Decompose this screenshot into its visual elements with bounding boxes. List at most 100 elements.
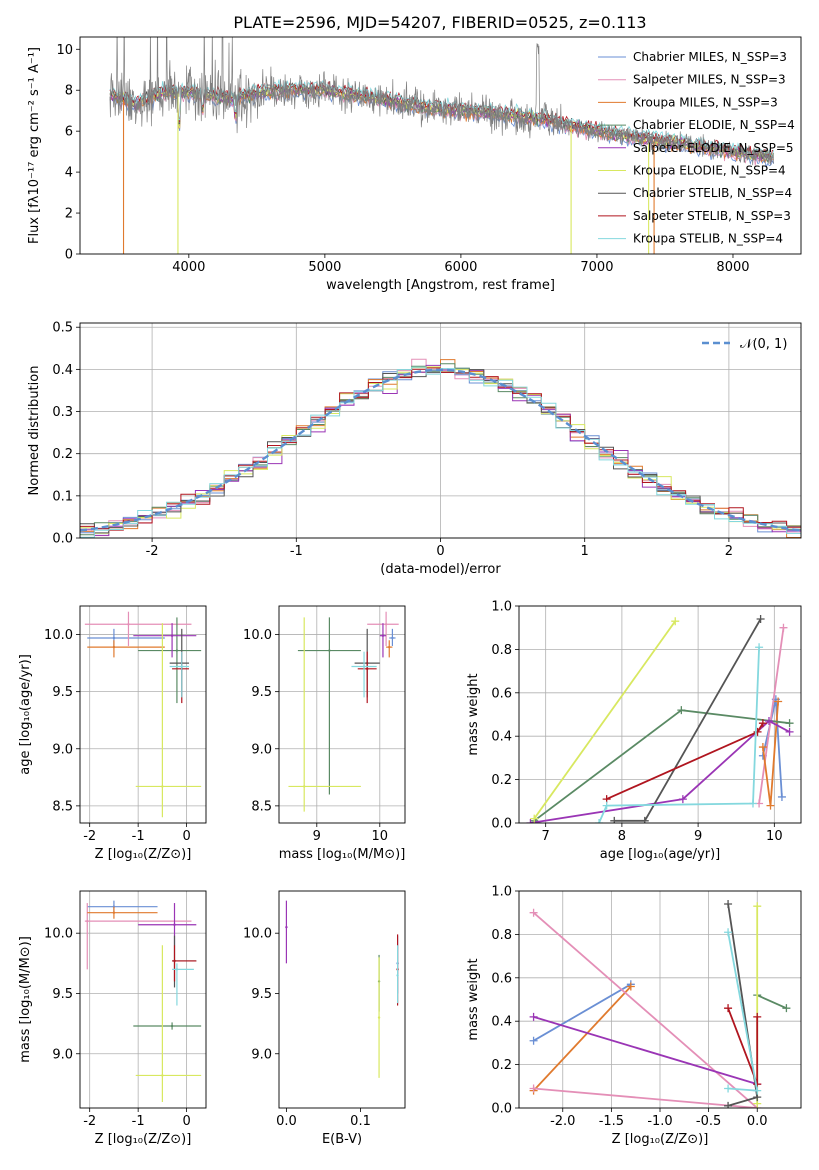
axes-frame xyxy=(79,322,802,539)
y-axis-label: mass [log₁₀(M/M⊙)] xyxy=(18,936,33,1063)
legend-entry: Salpeter STELIB, N_SSP=3 xyxy=(633,209,791,223)
weight-line xyxy=(758,627,785,804)
axes-frame xyxy=(79,36,802,255)
weight-line xyxy=(756,994,787,1010)
plus-marker xyxy=(626,982,635,991)
axes-frame xyxy=(518,605,802,824)
error-bar xyxy=(357,651,377,704)
weight-line xyxy=(533,1016,758,1085)
plus-marker xyxy=(526,819,535,823)
plot-area xyxy=(285,900,399,1078)
y-tick-label: 2 xyxy=(65,207,73,222)
plus-marker xyxy=(785,719,794,728)
error-bar xyxy=(169,651,190,698)
x-tick-label: -2 xyxy=(83,1114,96,1129)
ticks: 9 10 8.5 9.0 9.5 10.0 xyxy=(243,628,388,844)
y-axis-label: mass weight xyxy=(466,673,481,755)
x-tick-label: 0 xyxy=(182,1114,190,1129)
plus-marker xyxy=(748,799,757,808)
plot-area xyxy=(84,611,202,818)
x-tick-label: -2.0 xyxy=(550,1114,575,1129)
weight-line xyxy=(598,647,760,823)
weight-line xyxy=(530,719,791,823)
x-axis-label: wavelength [Angstrom, rest frame] xyxy=(326,278,555,293)
plus-marker xyxy=(753,727,762,736)
panel-residuals: -2 -1 0 1 2 0.0 0.1 0.2 0.3 0.4 0.5 (data-model)/er… xyxy=(27,321,802,577)
ticks: -2 -1 0 8.5 9.0 9.5 10.0 xyxy=(44,628,191,844)
y-tick-label: 9.5 xyxy=(52,685,73,700)
y-axis-label: mass weight xyxy=(466,958,481,1040)
x-tick-label: 7000 xyxy=(580,260,613,275)
plus-marker xyxy=(753,1012,762,1021)
data-point xyxy=(388,645,391,649)
error-bar xyxy=(351,651,377,698)
x-tick-label: 0 xyxy=(182,829,190,844)
panel-spectrum: 4000 5000 6000 7000 8000 0 2 4 6 8 10 wavelength [A… xyxy=(27,36,802,293)
weight-series xyxy=(602,719,767,804)
plus-marker xyxy=(777,792,786,801)
legend-entry: Chabrier STELIB, N_SSP=4 xyxy=(633,186,792,200)
y-tick-label: 0.8 xyxy=(491,928,512,943)
error-bar xyxy=(377,957,381,1078)
y-tick-label: 0.2 xyxy=(491,1058,512,1073)
figure-title: PLATE=2596, MJD=54207, FIBERID=0525, z=0… xyxy=(233,13,646,32)
panel-mass_vs_ebv: 0.0 0.1 9.0 9.5 10.0 E(B-V) xyxy=(243,890,406,1147)
weight-line xyxy=(727,932,759,1092)
x-tick-label: 8 xyxy=(618,829,626,844)
x-axis-label: E(B-V) xyxy=(322,1132,362,1147)
x-tick-label: 0.1 xyxy=(350,1114,371,1129)
weight-series xyxy=(610,615,765,823)
x-tick-label: -1.0 xyxy=(647,1114,672,1129)
weight-series xyxy=(724,1004,762,1089)
legend-entry: Kroupa STELIB, N_SSP=4 xyxy=(633,232,783,246)
y-tick-label: 0.1 xyxy=(52,489,73,504)
axes-frame xyxy=(518,890,802,1109)
plus-marker xyxy=(779,623,788,632)
data-point xyxy=(170,1024,174,1028)
weight-line xyxy=(727,1007,759,1085)
ticks: 4000 5000 6000 7000 8000 0 2 4 6 8 10 xyxy=(56,43,749,275)
weight-line xyxy=(533,912,759,1108)
observed-spectrum xyxy=(109,37,775,166)
plot-area xyxy=(109,37,775,254)
error-bar xyxy=(84,903,192,970)
plus-marker xyxy=(724,1084,733,1093)
y-tick-label: 10.0 xyxy=(44,628,73,643)
error-bar xyxy=(87,640,165,658)
data-point xyxy=(86,919,89,923)
error-bar xyxy=(87,900,158,913)
data-point xyxy=(112,911,116,914)
plus-marker xyxy=(610,816,619,823)
error-bar xyxy=(138,903,197,946)
error-bar xyxy=(87,906,158,919)
error-bar xyxy=(172,945,197,982)
y-tick-label: 10.0 xyxy=(243,628,272,643)
y-tick-label: 9.5 xyxy=(251,987,272,1002)
plus-marker xyxy=(724,900,733,909)
x-tick-label: -2 xyxy=(83,829,96,844)
legend: 𝒩(0, 1) xyxy=(702,337,787,352)
x-tick-label: 2 xyxy=(725,544,733,559)
legend-entry: Chabrier ELODIE, N_SSP=4 xyxy=(633,118,795,132)
error-bar xyxy=(172,935,197,988)
plus-marker xyxy=(671,617,680,626)
y-tick-label: 9.5 xyxy=(52,987,73,1002)
data-point xyxy=(161,1074,164,1077)
plus-marker xyxy=(529,1084,538,1093)
x-tick-label: 0.0 xyxy=(747,1114,768,1129)
y-tick-label: 8 xyxy=(65,84,73,99)
data-point xyxy=(170,634,174,637)
legend-entry: Kroupa ELODIE, N_SSP=4 xyxy=(633,164,786,178)
data-point xyxy=(366,667,369,671)
legend-entry: Kroupa MILES, N_SSP=3 xyxy=(633,95,778,109)
plus-marker xyxy=(640,816,649,823)
data-point xyxy=(180,665,183,668)
y-tick-label: 0.3 xyxy=(52,405,73,420)
y-tick-label: 1.0 xyxy=(491,885,512,900)
y-tick-label: 0.6 xyxy=(491,971,512,986)
legend-entry: Salpeter ELODIE, N_SSP=5 xyxy=(633,141,794,155)
x-tick-label: -0.5 xyxy=(696,1114,721,1129)
y-axis-label: age [log₁₀(age/yr)] xyxy=(18,654,33,775)
x-tick-label: -1 xyxy=(132,829,145,844)
